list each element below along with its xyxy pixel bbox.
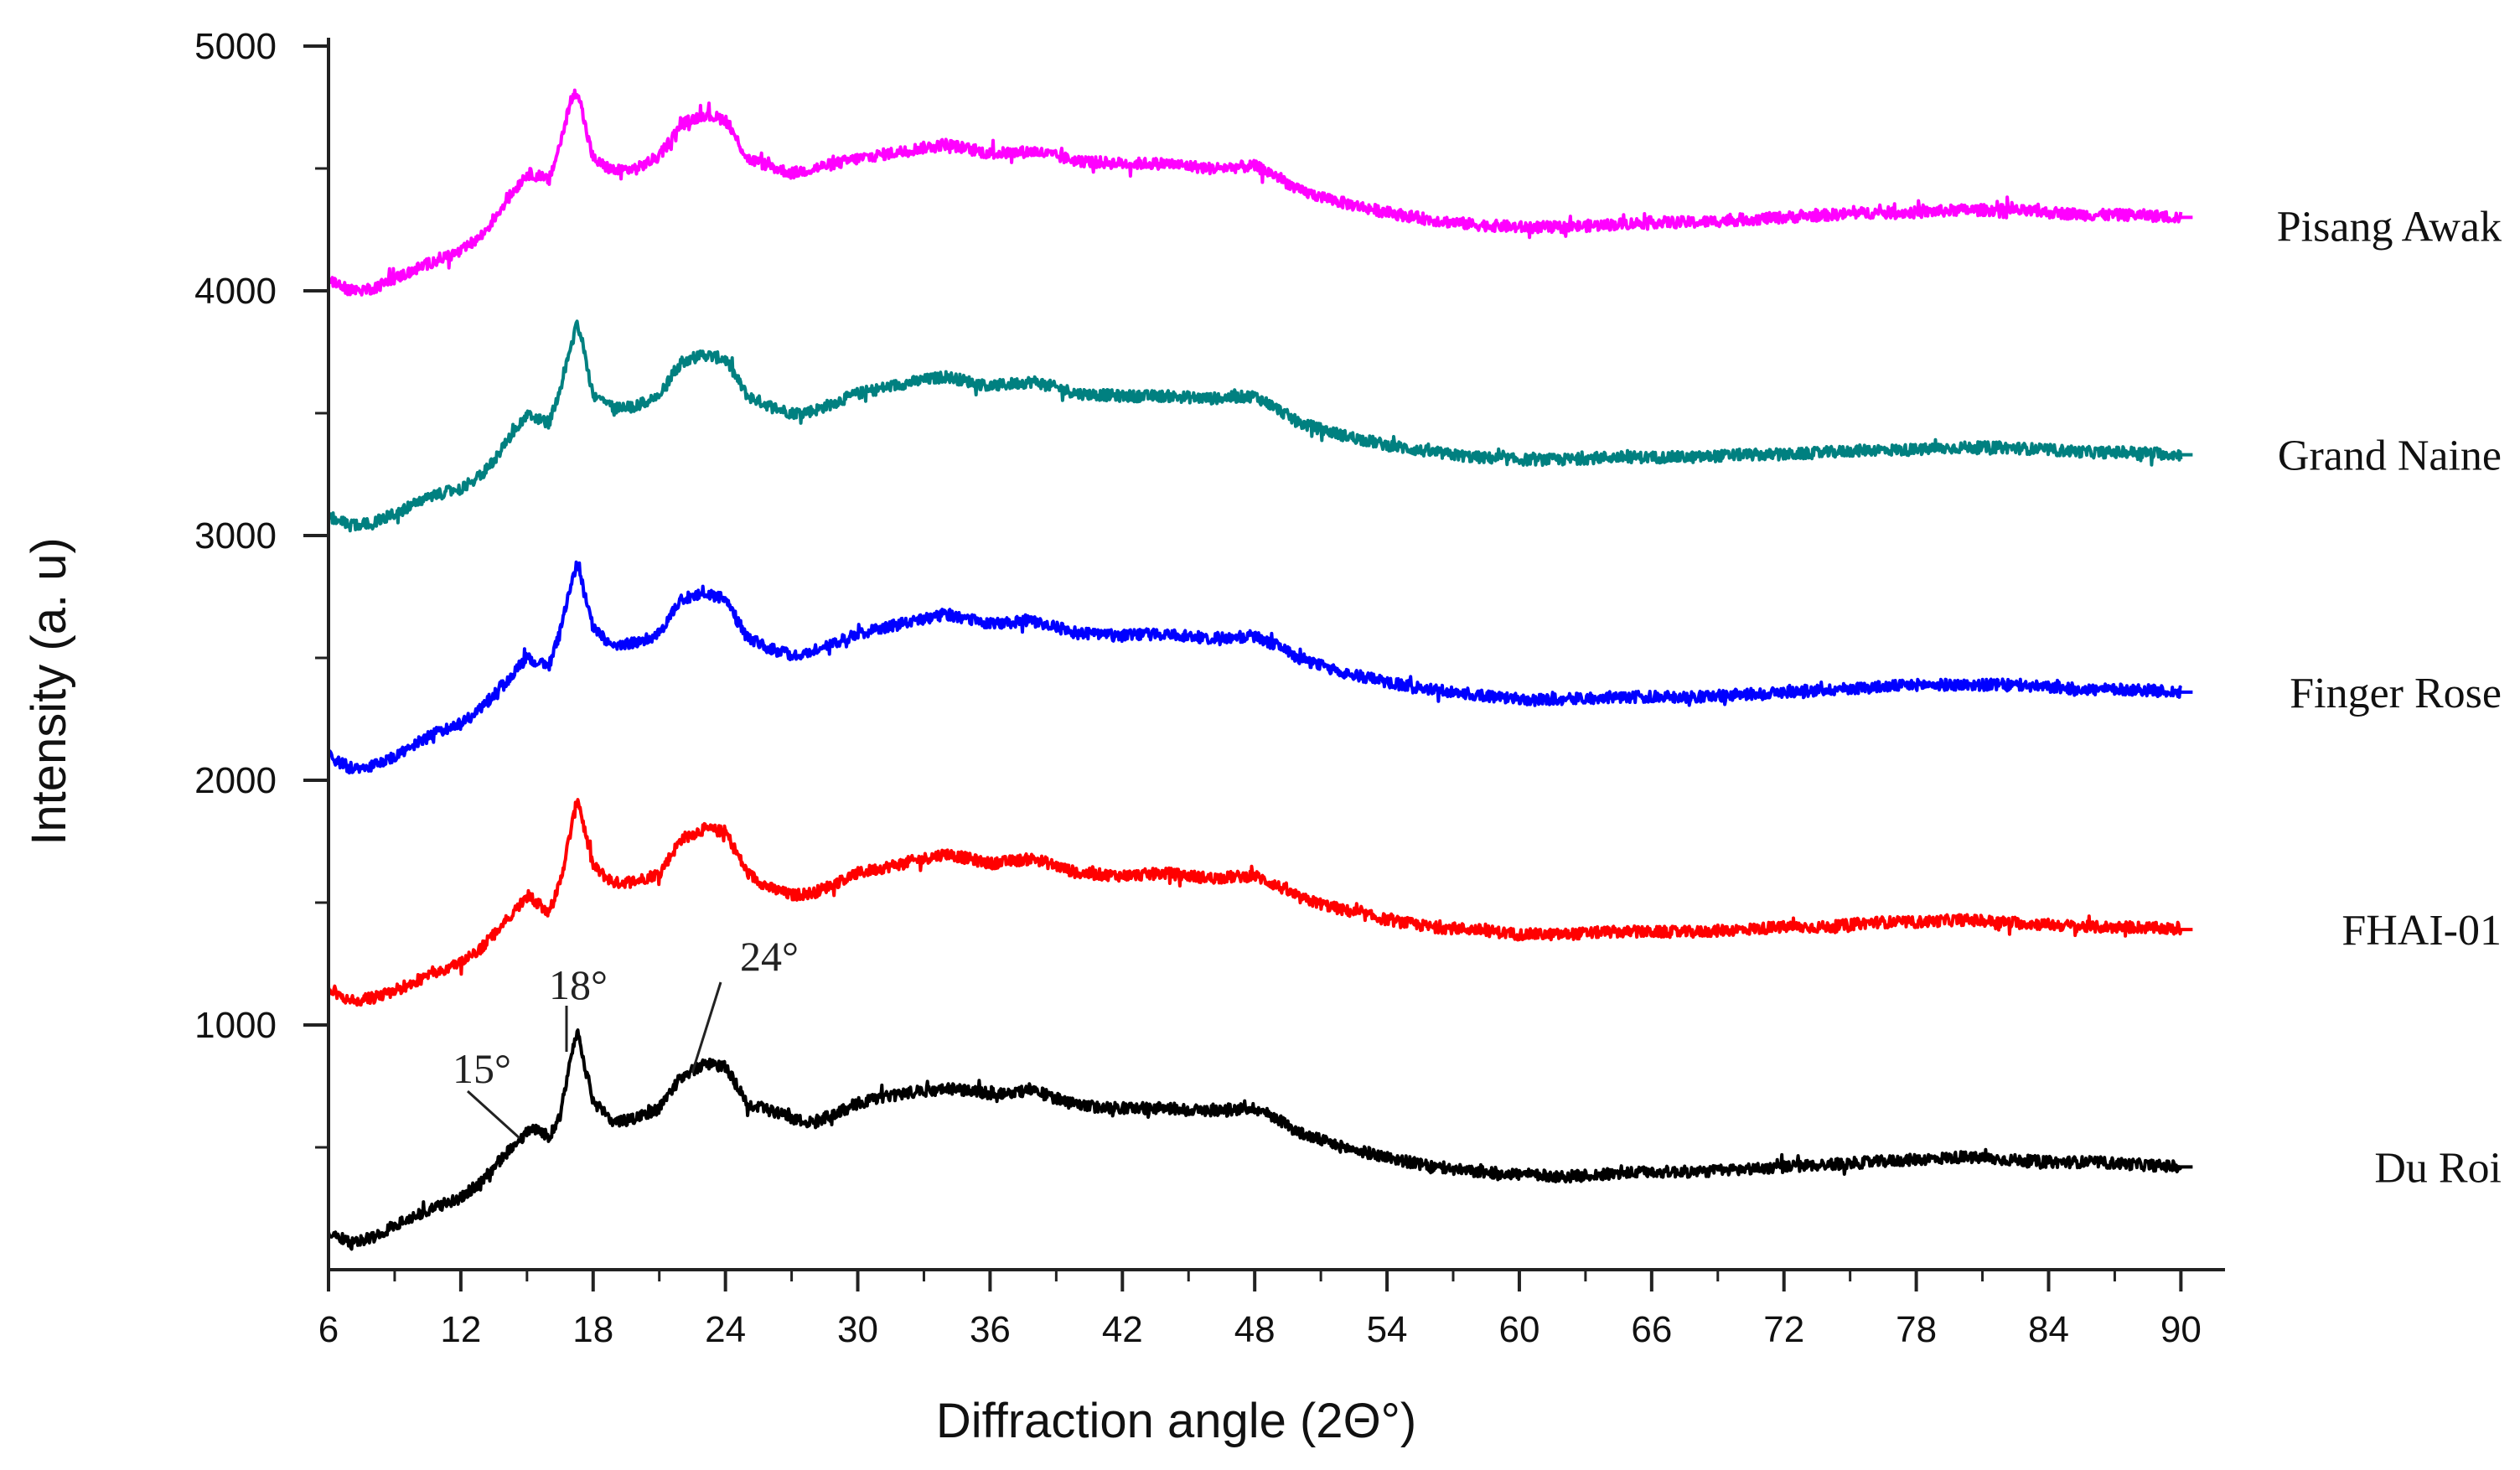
x-tick-label: 6 xyxy=(318,1309,339,1350)
y-axis-title: Intensity (a. u) xyxy=(22,537,76,845)
x-tick-label: 48 xyxy=(1234,1309,1276,1350)
x-tick-label: 54 xyxy=(1367,1309,1408,1350)
peak-leader-line xyxy=(466,1090,521,1140)
series-line xyxy=(327,560,2183,775)
y-tick-label: 1000 xyxy=(194,1005,277,1046)
x-tick-label: 84 xyxy=(2028,1309,2069,1350)
x-tick-label: 12 xyxy=(440,1309,481,1350)
annotation-layer: 15° 18° 24° xyxy=(453,933,799,1140)
series-label: Pisang Awak xyxy=(2277,203,2502,251)
x-tick-label: 78 xyxy=(1896,1309,1937,1350)
x-tick-label: 42 xyxy=(1102,1309,1143,1350)
x-tick-label: 72 xyxy=(1763,1309,1804,1350)
x-tick-label: 30 xyxy=(837,1309,878,1350)
series-label: FHAI-01 xyxy=(2341,907,2502,955)
x-tick-label: 24 xyxy=(705,1309,746,1350)
peak-leader-line xyxy=(691,981,722,1074)
y-tick-label: 3000 xyxy=(194,515,277,556)
series-label: Finger Rose xyxy=(2290,670,2502,717)
x-tick-label: 60 xyxy=(1498,1309,1539,1350)
x-tick-label: 18 xyxy=(572,1309,613,1350)
y-tick-label: 4000 xyxy=(194,271,277,312)
y-axis-ticks: 1000 2000 3000 4000 5000 xyxy=(194,26,329,1149)
series-line xyxy=(327,1028,2183,1251)
x-axis-title: Diffraction angle (2Θ°) xyxy=(936,1394,1416,1448)
series-label: Du Roi xyxy=(2374,1144,2502,1192)
peak-annotation: 15° xyxy=(453,1045,511,1092)
series-line xyxy=(327,798,2183,1007)
series-label: Grand Naine xyxy=(2278,432,2502,480)
y-tick-label: 2000 xyxy=(194,760,277,801)
series-label-layer: Du Roi FHAI-01 Finger Rose Grand Naine Pisan… xyxy=(2277,203,2502,1192)
y-tick-label: 5000 xyxy=(194,26,277,67)
series-line xyxy=(327,88,2183,297)
x-tick-label: 66 xyxy=(1631,1309,1672,1350)
peak-annotation: 18° xyxy=(549,961,608,1008)
series-line xyxy=(327,319,2183,533)
x-tick-label: 36 xyxy=(970,1309,1011,1350)
peak-annotation: 24° xyxy=(740,933,799,980)
x-axis-ticks: 6 12 18 24 30 36 42 48 54 60 66 72 78 84 90 xyxy=(318,1270,2202,1350)
series-layer xyxy=(327,88,2193,1251)
x-tick-label: 90 xyxy=(2160,1309,2202,1350)
